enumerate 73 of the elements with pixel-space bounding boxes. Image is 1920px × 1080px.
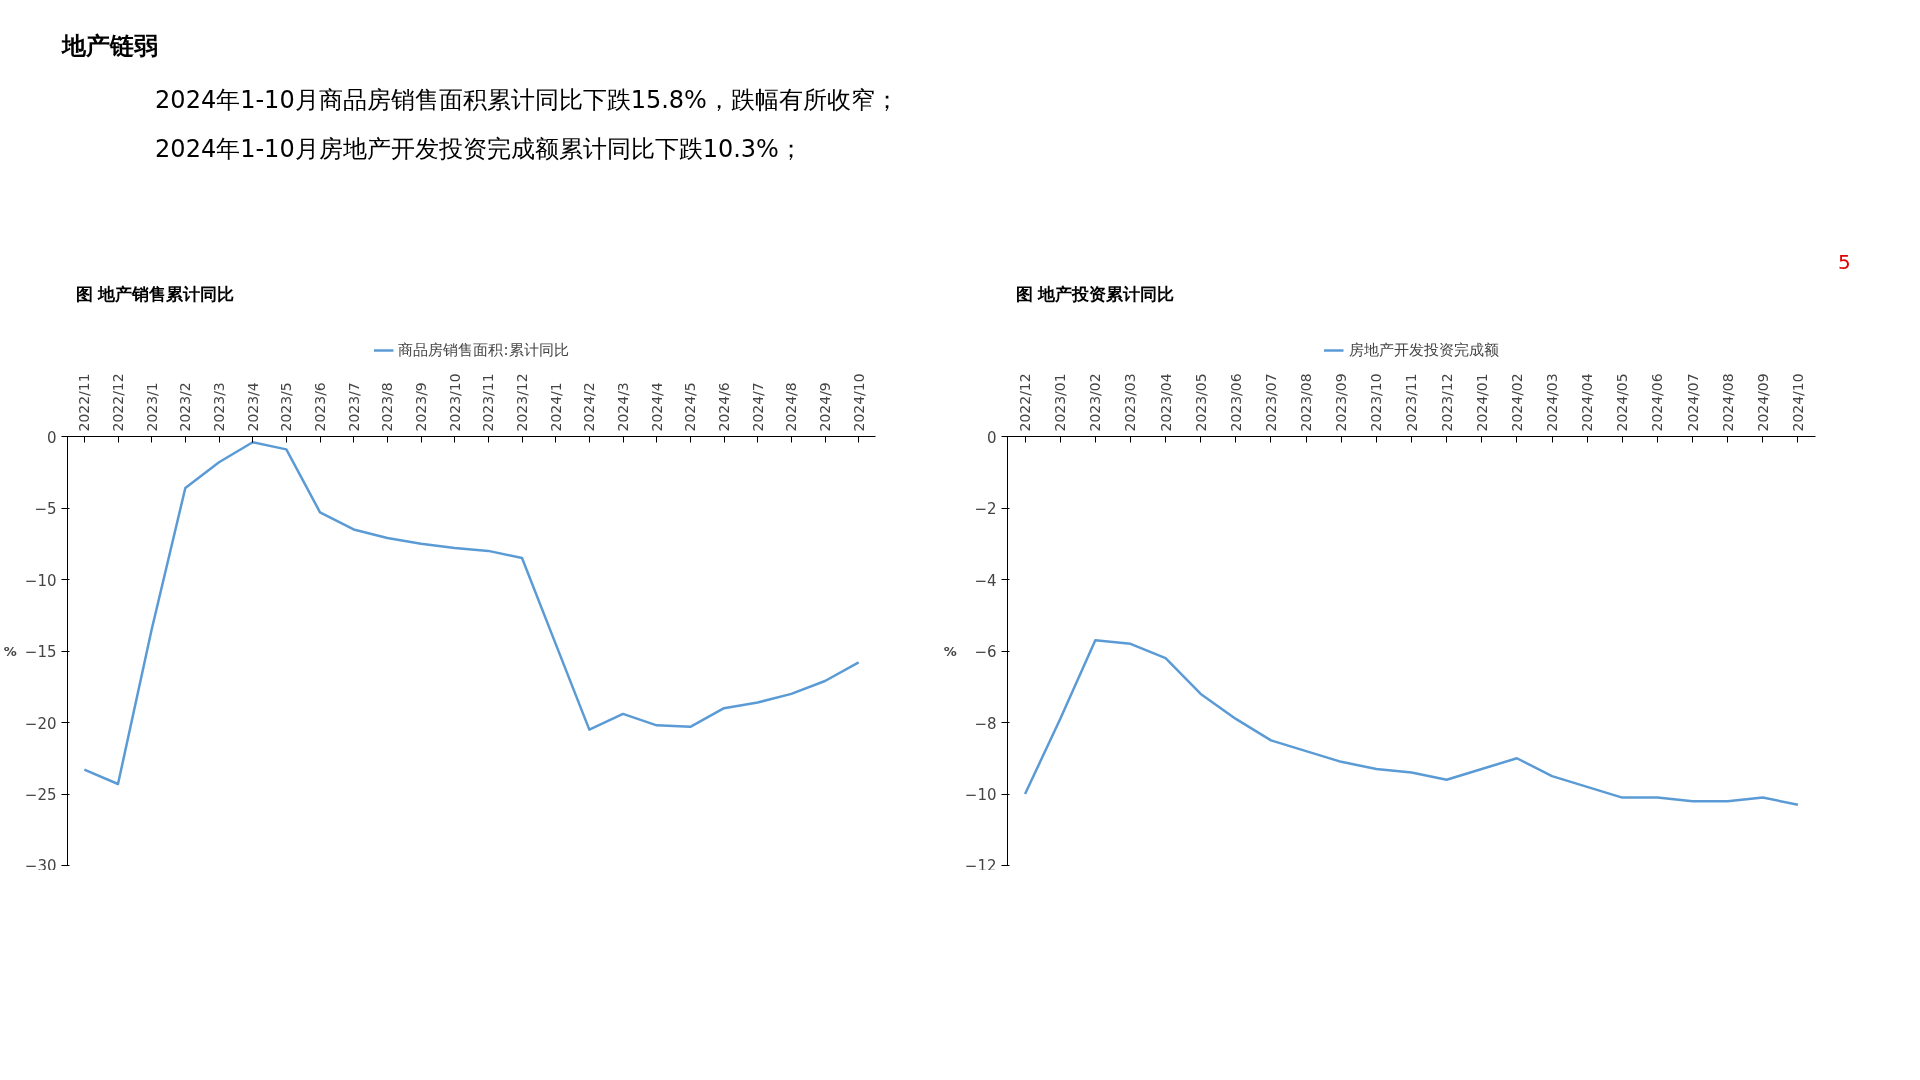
x-tick-label: 2023/02 [1087, 373, 1104, 432]
text: 2024年1-10月房地产开发投资完成额累计同比下跌10.3%； [155, 134, 803, 163]
y-tick-label: −15 [24, 643, 57, 661]
y-axis-title: % [943, 643, 957, 659]
y-tick-label: −25 [24, 786, 57, 804]
x-tick-label: 2024/06 [1649, 373, 1666, 432]
x-tick-label: 2023/7 [345, 382, 362, 432]
x-tick-label: 2023/12 [1438, 373, 1455, 432]
x-tick-label: 2024/9 [817, 382, 833, 432]
x-tick-label: 2023/03 [1122, 373, 1139, 432]
x-tick-label: 2024/7 [749, 382, 766, 432]
x-tick-label: 2024/2 [581, 382, 598, 432]
x-tick-label: 2023/06 [1227, 373, 1244, 432]
text: 5 [1838, 250, 1851, 274]
x-tick-label: 2023/8 [379, 382, 396, 432]
x-tick-label: 2023/05 [1192, 373, 1209, 432]
x-tick-label: 2023/11 [1403, 373, 1420, 432]
y-tick-label: 0 [986, 428, 997, 447]
x-tick-label: 2022/12 [110, 373, 126, 432]
x-tick-label: 2023/10 [446, 373, 463, 432]
x-tick-label: 2024/05 [1614, 373, 1631, 432]
x-tick-label: 2024/09 [1754, 373, 1771, 432]
text: 地产链弱 [60, 32, 158, 60]
x-tick-label: 2024/4 [648, 382, 665, 432]
x-tick-label: 2023/07 [1262, 373, 1279, 432]
x-tick-label: 2024/5 [682, 382, 699, 432]
x-tick-label: 2024/10 [850, 373, 867, 432]
x-tick-label: 2024/10 [1789, 373, 1806, 432]
x-tick-label: 2023/2 [177, 382, 194, 432]
text: 2024年1-10月商品房销售面积累计同比下跌15.8%，跌幅有所收窄； [155, 86, 899, 114]
y-tick-label: −30 [24, 856, 57, 875]
legend-label: 商品房销售面积:累计同比 [398, 340, 569, 360]
x-tick-label: 2024/03 [1544, 373, 1561, 432]
x-tick-label: 2022/12 [1017, 373, 1034, 432]
x-tick-label: 2023/09 [1333, 373, 1350, 432]
x-tick-label: 2023/5 [278, 382, 295, 432]
x-tick-label: 2024/02 [1508, 373, 1525, 432]
x-tick-label: 2023/10 [1368, 373, 1385, 432]
legend-label: 房地产开发投资完成额 [1348, 340, 1499, 360]
y-tick-label: 0 [46, 428, 57, 447]
chart-title: 图 地产销售累计同比 [75, 284, 235, 304]
y-tick-label: −10 [964, 786, 997, 804]
x-tick-label: 2023/9 [413, 382, 429, 432]
y-tick-label: −8 [974, 714, 997, 733]
line-series [83, 440, 860, 786]
x-tick-label: 2024/6 [716, 382, 732, 432]
x-tick-label: 2023/3 [211, 382, 227, 432]
x-tick-label: 2023/1 [143, 382, 160, 432]
x-tick-label: 2023/11 [480, 373, 497, 432]
x-tick-label: 2024/3 [615, 382, 631, 432]
x-tick-label: 2023/08 [1298, 373, 1315, 432]
x-tick-label: 2023/6 [312, 382, 328, 432]
y-tick-label: −20 [24, 714, 57, 733]
y-tick-label: −12 [964, 856, 997, 875]
y-tick-label: −5 [34, 500, 57, 518]
chart-title: 图 地产投资累计同比 [1015, 284, 1175, 304]
y-tick-label: −6 [974, 643, 997, 661]
y-tick-label: −10 [24, 571, 57, 590]
x-tick-label: 2024/04 [1579, 373, 1596, 432]
line-series [1023, 639, 1800, 806]
x-tick-label: 2023/01 [1052, 373, 1069, 432]
x-tick-label: 2024/8 [783, 382, 800, 432]
x-tick-label: 2022/11 [76, 373, 93, 432]
y-tick-label: −4 [974, 571, 997, 590]
x-tick-label: 2024/08 [1719, 373, 1736, 432]
x-tick-label: 2023/04 [1157, 373, 1174, 432]
y-axis-title: % [3, 643, 17, 659]
y-tick-label: −2 [974, 500, 997, 518]
x-tick-label: 2023/4 [244, 382, 261, 432]
x-tick-label: 2024/1 [547, 382, 564, 432]
x-tick-label: 2024/07 [1684, 373, 1701, 432]
x-tick-label: 2023/12 [514, 373, 530, 432]
x-tick-label: 2024/01 [1473, 373, 1490, 432]
